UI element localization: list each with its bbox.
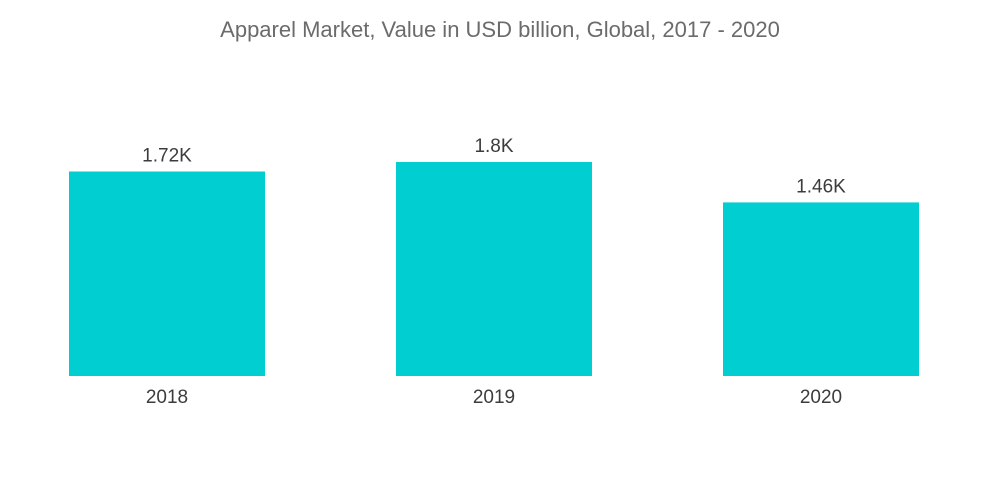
bar-2018 [69, 171, 265, 376]
bar-2020 [723, 202, 919, 376]
bar-2019 [396, 162, 592, 376]
data-label-2018: 1.72K [142, 146, 192, 167]
x-tick-label-2020: 2020 [800, 387, 842, 408]
data-label-2019: 1.8K [474, 136, 513, 157]
data-label-2020: 1.46K [796, 176, 846, 197]
x-tick-label-2019: 2019 [473, 387, 515, 408]
x-tick-label-2018: 2018 [146, 387, 188, 408]
chart-title: Apparel Market, Value in USD billion, Gl… [220, 17, 780, 42]
